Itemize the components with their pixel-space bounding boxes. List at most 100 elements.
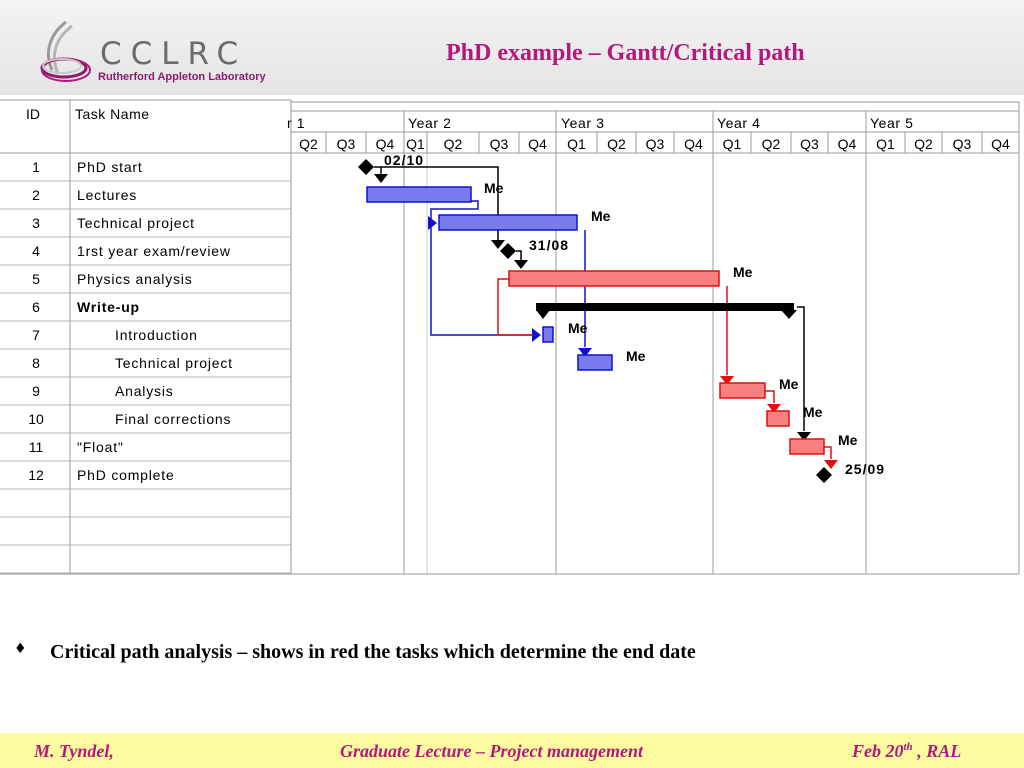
quarter-label: Q4 [991, 136, 1010, 152]
dependency-link [497, 278, 533, 336]
task-name: Physics analysis [77, 271, 193, 287]
task-id: 9 [32, 383, 40, 399]
milestone-date: 25/09 [845, 461, 885, 477]
quarter-label: Q3 [646, 136, 665, 152]
quarter-label: Q4 [528, 136, 547, 152]
resource-label: Me [626, 348, 646, 364]
dependency-link [516, 250, 522, 260]
task-id: 12 [28, 467, 44, 483]
task-name: Technical project [115, 355, 233, 371]
dependency-arrowhead [824, 460, 838, 469]
quarter-label: Q4 [684, 136, 703, 152]
gantt-chart: ID Task Name 1 PhD start 2 Lectures 3 Technical… [0, 99, 1020, 575]
dependency-link [824, 446, 832, 459]
task-name: Write-up [77, 299, 140, 315]
year-label: Year 3 [561, 115, 605, 131]
dependency-arrowhead [374, 174, 388, 183]
slide-header: CCLRC Rutherford Appleton Laboratory PhD… [0, 0, 1024, 95]
task-name: PhD start [77, 159, 143, 175]
year-label: Year 2 [408, 115, 452, 131]
quarter-label: Q4 [838, 136, 857, 152]
task-id: 11 [29, 439, 44, 455]
task-id: 5 [32, 271, 40, 287]
task-id: 3 [32, 215, 40, 231]
quarter-label: Q3 [337, 136, 356, 152]
quarter-label: Q3 [490, 136, 509, 152]
task-name-header: Task Name [75, 106, 150, 122]
task-bar [789, 438, 825, 455]
task-bar [366, 186, 472, 203]
resource-label: Me [484, 180, 504, 196]
dependency-link [430, 200, 479, 223]
slide-title: PhD example – Gantt/Critical path [446, 40, 805, 66]
task-id: 1 [32, 159, 40, 175]
resource-label: Me [838, 432, 858, 448]
milestone-date: 02/10 [384, 152, 424, 168]
task-bar [766, 410, 790, 427]
task-id: 4 [32, 243, 40, 259]
milestone-diamond [816, 467, 832, 483]
quarter-label: Q2 [444, 136, 463, 152]
dependency-arrowhead [532, 328, 541, 342]
task-name: Analysis [115, 383, 174, 399]
footer-date: Feb 20th , RAL [852, 741, 962, 761]
quarter-label: Q3 [953, 136, 972, 152]
task-bar [577, 354, 613, 371]
footer-course: Graduate Lecture – Project management [340, 741, 643, 761]
task-bar [508, 270, 720, 287]
logo-wordmark: CCLRC [100, 36, 248, 72]
year-label: r 1 [287, 115, 305, 131]
task-bar [542, 326, 554, 343]
milestone-diamond [500, 243, 516, 259]
task-id: 7 [32, 327, 40, 343]
bullet-text: Critical path analysis – shows in red th… [50, 641, 696, 663]
task-name: Final corrections [115, 411, 231, 427]
quarter-label: Q1 [406, 136, 425, 152]
task-name: Lectures [77, 187, 137, 203]
dependency-arrowhead [514, 260, 528, 269]
quarter-label: Q2 [762, 136, 781, 152]
dependency-arrowhead [578, 348, 592, 357]
dependency-link [765, 390, 775, 403]
milestone-diamond [358, 159, 374, 175]
slide-footer: M. Tyndel, Graduate Lecture – Project ma… [0, 733, 1024, 768]
summary-bar-end [781, 310, 797, 319]
task-name: 1rst year exam/review [77, 243, 231, 259]
dependency-arrowhead [720, 376, 734, 385]
cclrc-swirl-icon [40, 20, 91, 82]
id-header: ID [26, 106, 40, 122]
quarter-label: Q1 [876, 136, 895, 152]
resource-label: Me [568, 320, 588, 336]
task-name: Technical project [77, 215, 195, 231]
year-label: Year 4 [717, 115, 761, 131]
task-name: PhD complete [77, 467, 175, 483]
diamond-bullet-icon: ♦ [14, 641, 27, 657]
quarter-label: Q4 [376, 136, 395, 152]
dependency-arrowhead [428, 216, 437, 230]
resource-label: Me [779, 376, 799, 392]
task-id: 8 [32, 355, 40, 371]
dependency-arrowhead [797, 432, 811, 441]
footer-author: M. Tyndel, [34, 741, 114, 761]
resource-label: Me [591, 208, 611, 224]
quarter-label: Q2 [607, 136, 626, 152]
summary-bar-end [536, 310, 550, 319]
milestone-date: 31/08 [529, 237, 569, 253]
task-bar [438, 214, 578, 231]
task-id: 6 [32, 299, 40, 315]
quarter-label: Q1 [567, 136, 586, 152]
summary-bar [536, 303, 794, 311]
quarter-label: Q1 [723, 136, 742, 152]
quarter-label: Q2 [299, 136, 318, 152]
year-label: Year 5 [870, 115, 914, 131]
resource-label: Me [733, 264, 753, 280]
task-name: "Float" [77, 439, 124, 455]
task-id: 2 [32, 187, 40, 203]
quarter-label: Q2 [914, 136, 933, 152]
resource-label: Me [803, 404, 823, 420]
task-id: 10 [28, 411, 44, 427]
dependency-arrowhead [767, 404, 781, 413]
dependency-link [797, 306, 805, 431]
task-bar [719, 382, 766, 399]
task-name: Introduction [115, 327, 198, 343]
